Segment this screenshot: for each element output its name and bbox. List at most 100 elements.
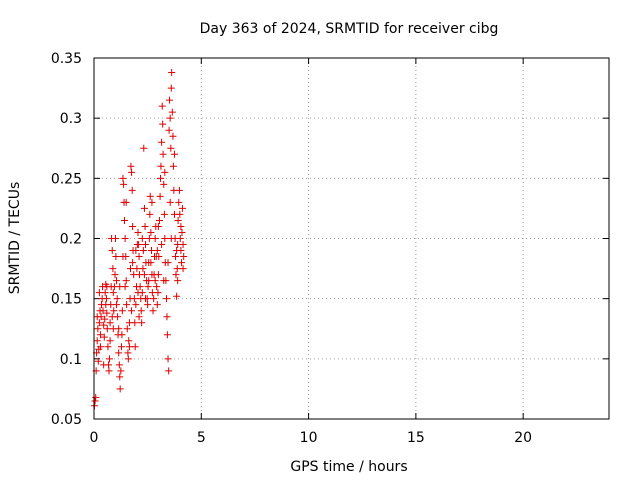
data-point bbox=[155, 253, 163, 261]
data-point bbox=[116, 373, 124, 381]
data-point bbox=[164, 355, 172, 363]
data-point bbox=[151, 235, 159, 242]
data-point bbox=[121, 235, 129, 242]
data-point bbox=[120, 180, 128, 188]
data-point bbox=[125, 343, 133, 351]
data-point bbox=[105, 355, 113, 363]
data-point bbox=[113, 301, 121, 309]
data-point bbox=[113, 295, 121, 303]
y-tick-label: 0.05 bbox=[51, 412, 82, 428]
data-point bbox=[127, 162, 135, 170]
data-point bbox=[125, 337, 133, 345]
data-point bbox=[160, 277, 168, 285]
data-point bbox=[123, 325, 131, 333]
data-point bbox=[170, 150, 178, 158]
data-point bbox=[150, 295, 158, 303]
x-axis-title: GPS time / hours bbox=[290, 459, 407, 475]
data-point bbox=[142, 295, 149, 303]
data-point bbox=[174, 216, 182, 224]
data-point bbox=[154, 222, 162, 230]
data-point bbox=[119, 174, 127, 182]
data-point bbox=[108, 247, 116, 255]
data-point bbox=[137, 307, 145, 315]
data-point bbox=[108, 313, 116, 321]
data-point bbox=[174, 277, 182, 285]
data-point bbox=[134, 289, 142, 297]
data-point bbox=[109, 289, 117, 297]
data-point bbox=[145, 277, 153, 285]
data-point bbox=[91, 397, 99, 405]
data-point bbox=[167, 144, 175, 152]
data-point bbox=[158, 138, 166, 146]
data-point bbox=[177, 222, 185, 230]
data-point bbox=[116, 385, 124, 393]
data-point bbox=[173, 292, 181, 300]
data-point bbox=[132, 247, 140, 255]
data-point bbox=[141, 222, 149, 230]
y-tick-label: 0.25 bbox=[51, 171, 82, 187]
data-point bbox=[161, 235, 169, 242]
data-point bbox=[167, 235, 175, 242]
data-point bbox=[115, 349, 123, 357]
data-point bbox=[95, 289, 103, 297]
data-point bbox=[109, 265, 117, 273]
data-point bbox=[179, 241, 187, 249]
data-point bbox=[146, 210, 154, 218]
data-point bbox=[157, 174, 165, 182]
data-point bbox=[96, 331, 104, 339]
data-point bbox=[111, 271, 119, 279]
data-point bbox=[151, 277, 159, 285]
data-point bbox=[180, 253, 188, 261]
data-point bbox=[140, 144, 148, 152]
y-tick-label: 0.2 bbox=[60, 232, 82, 248]
plot-frame bbox=[93, 57, 610, 420]
data-point bbox=[121, 283, 129, 291]
data-point bbox=[128, 186, 136, 194]
data-point bbox=[158, 241, 166, 249]
data-point bbox=[178, 228, 186, 236]
data-point bbox=[179, 265, 187, 273]
data-point bbox=[133, 265, 141, 273]
data-point bbox=[146, 192, 154, 200]
point-layer bbox=[90, 68, 188, 410]
data-point bbox=[156, 192, 164, 200]
data-point bbox=[153, 247, 161, 255]
data-point bbox=[176, 235, 184, 242]
data-point bbox=[138, 235, 146, 242]
data-point bbox=[176, 210, 184, 218]
data-point bbox=[129, 222, 137, 230]
data-point bbox=[148, 198, 156, 206]
data-point bbox=[159, 150, 167, 158]
data-point bbox=[106, 337, 114, 345]
data-point bbox=[168, 108, 176, 116]
data-point bbox=[139, 247, 147, 255]
data-point bbox=[94, 325, 102, 333]
data-point bbox=[94, 357, 102, 365]
data-point bbox=[153, 283, 161, 291]
data-point bbox=[149, 307, 157, 315]
data-point bbox=[100, 361, 108, 369]
data-point bbox=[103, 325, 111, 333]
data-point bbox=[169, 132, 177, 140]
data-point bbox=[111, 235, 119, 242]
data-point bbox=[163, 313, 171, 321]
x-tick-label: 5 bbox=[197, 430, 206, 446]
data-point bbox=[115, 361, 123, 369]
data-point bbox=[135, 313, 143, 321]
data-point bbox=[113, 277, 121, 285]
data-point bbox=[124, 349, 132, 357]
data-point bbox=[115, 325, 123, 333]
x-tick-label: 15 bbox=[407, 430, 425, 446]
data-point bbox=[142, 241, 149, 249]
data-point bbox=[112, 253, 120, 261]
data-point bbox=[168, 68, 176, 76]
data-point bbox=[172, 271, 180, 279]
data-point bbox=[92, 393, 100, 401]
data-point bbox=[167, 84, 175, 92]
data-point bbox=[157, 162, 165, 170]
data-point bbox=[93, 313, 101, 321]
data-point bbox=[130, 295, 138, 303]
data-point bbox=[165, 126, 173, 134]
data-point bbox=[106, 319, 114, 327]
data-point bbox=[119, 253, 127, 261]
